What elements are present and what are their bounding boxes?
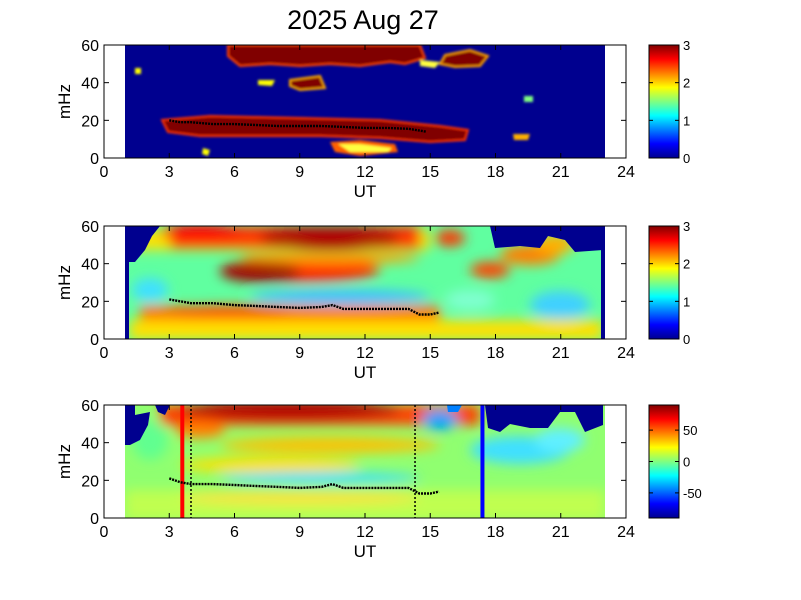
colorbar-tick-label-top: 3	[683, 38, 690, 53]
x-tick-label-bottom: 18	[487, 524, 505, 541]
x-tick-label-top: 0	[100, 164, 109, 181]
colorbar-tick-label-middle: 3	[683, 219, 690, 234]
x-tick-label-top: 9	[295, 164, 304, 181]
colorbar-middle	[648, 225, 680, 340]
x-tick-label-top: 18	[487, 164, 505, 181]
y-tick-label-bottom: 60	[81, 398, 99, 415]
x-tick-label-middle: 15	[421, 345, 439, 362]
event-markers-bottom	[180, 405, 485, 518]
colorbar-ticks-middle: 0 1 2 3	[649, 219, 690, 347]
y-tick-label-middle: 60	[81, 219, 99, 236]
ridge-line-bottom	[168, 477, 440, 495]
colorbar-tick-label-top: 1	[683, 113, 690, 128]
x-tick-label-bottom: 15	[421, 524, 439, 541]
colorbar-tick-label-top: 0	[683, 151, 690, 166]
y-tick-label-bottom: 20	[81, 473, 99, 490]
x-tick-label-middle: 3	[165, 345, 174, 362]
y-tick-label-middle: 0	[90, 332, 99, 349]
heatmap-top	[125, 45, 605, 158]
x-tick-label-top: 15	[421, 164, 439, 181]
y-axis-label-bottom: mHz	[55, 444, 74, 479]
x-tick-label-middle: 9	[295, 345, 304, 362]
x-tick-label-top: 12	[356, 164, 374, 181]
panel-bottom: 0 3 6 9 12 15 18 21 24 0 20 40 60 UT mHz 50 0 -50	[55, 398, 702, 561]
y-tick-label-top: 20	[81, 113, 99, 130]
x-tick-label-bottom: 12	[356, 524, 374, 541]
colorbar-ticks-bottom: 50 0 -50	[649, 423, 702, 501]
ridge-line-top	[169, 119, 427, 133]
x-tick-label-bottom: 9	[295, 524, 304, 541]
colorbar-tick-label-bottom: -50	[683, 486, 702, 501]
x-tick-label-middle: 0	[100, 345, 109, 362]
colorbar-tick-label-middle: 0	[683, 332, 690, 347]
figure-title: 2025 Aug 27	[287, 5, 439, 35]
y-tick-label-bottom: 40	[81, 436, 99, 453]
colorbar-ticks-top: 0 1 2 3	[649, 38, 690, 166]
colorbar-bottom	[648, 404, 680, 519]
ridge-line-middle	[169, 298, 440, 316]
colorbar-tick-label-middle: 2	[683, 257, 690, 272]
x-axis-label-middle: UT	[354, 363, 377, 382]
x-tick-label-middle: 21	[552, 345, 570, 362]
x-tick-label-bottom: 3	[165, 524, 174, 541]
x-tick-label-top: 24	[617, 164, 635, 181]
x-tick-label-bottom: 6	[230, 524, 239, 541]
x-tick-label-top: 3	[165, 164, 174, 181]
heatmap-middle	[125, 226, 605, 339]
axes-top: 0 3 6 9 12 15 18 21 24 0 20 40 60 UT mHz	[55, 38, 635, 201]
y-tick-label-top: 0	[90, 151, 99, 168]
y-tick-label-top: 40	[81, 76, 99, 93]
x-tick-label-middle: 24	[617, 345, 635, 362]
colorbar-tick-label-bottom: 50	[683, 423, 697, 438]
x-tick-label-top: 21	[552, 164, 570, 181]
axes-bottom: 0 3 6 9 12 15 18 21 24 0 20 40 60 UT mHz	[55, 398, 635, 561]
y-tick-label-middle: 20	[81, 294, 99, 311]
colorbar-top	[648, 44, 680, 159]
x-tick-label-top: 6	[230, 164, 239, 181]
colorbar-tick-label-bottom: 0	[683, 455, 690, 470]
heatmap-bottom	[125, 405, 605, 518]
colorbar-tick-label-top: 2	[683, 76, 690, 91]
y-tick-label-bottom: 0	[90, 511, 99, 528]
x-axis-label-bottom: UT	[354, 542, 377, 561]
x-tick-label-bottom: 0	[100, 524, 109, 541]
x-tick-label-middle: 12	[356, 345, 374, 362]
axes-middle: 0 3 6 9 12 15 18 21 24 0 20 40 60 UT mHz	[55, 219, 635, 382]
x-tick-label-middle: 18	[487, 345, 505, 362]
x-axis-label-top: UT	[354, 182, 377, 201]
y-tick-label-top: 60	[81, 38, 99, 55]
y-axis-label-top: mHz	[55, 84, 74, 119]
y-tick-label-middle: 40	[81, 257, 99, 274]
colorbar-tick-label-middle: 1	[683, 294, 690, 309]
x-tick-label-middle: 6	[230, 345, 239, 362]
x-tick-label-bottom: 21	[552, 524, 570, 541]
y-axis-label-middle: mHz	[55, 265, 74, 300]
x-tick-label-bottom: 24	[617, 524, 635, 541]
